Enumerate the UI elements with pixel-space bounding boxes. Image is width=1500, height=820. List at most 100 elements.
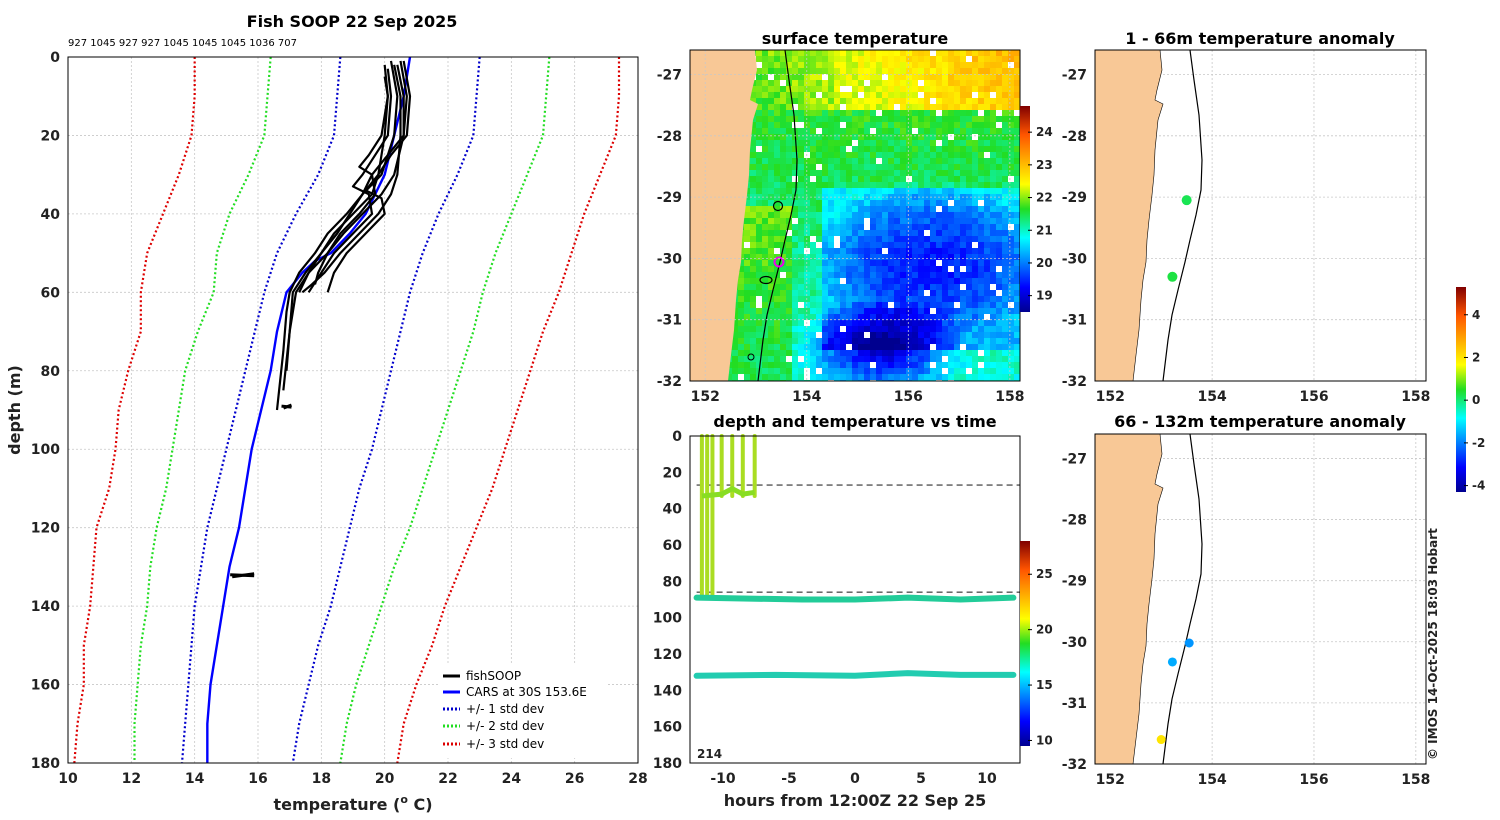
sst-cell xyxy=(954,80,961,87)
sst-cell xyxy=(990,164,997,171)
sst-cell xyxy=(972,290,979,297)
sst-cell xyxy=(882,308,889,315)
sst-cell xyxy=(948,326,955,333)
sst-cell xyxy=(822,56,829,63)
sst-cell xyxy=(996,80,1003,87)
sst-cell xyxy=(978,374,985,381)
sst-cell xyxy=(828,332,835,339)
sst-cell xyxy=(846,344,853,351)
sst-cell xyxy=(756,338,763,345)
sst-cell xyxy=(822,320,829,327)
sst-cell xyxy=(894,308,901,315)
sst-cell xyxy=(936,296,943,303)
sst-cell xyxy=(798,140,805,147)
sst-cell xyxy=(876,188,883,195)
sst-cell xyxy=(900,242,907,249)
anomaly-shallow-xtick-label: 154 xyxy=(1198,389,1227,405)
sst-cell xyxy=(876,356,883,363)
sst-cell xyxy=(864,80,871,87)
sst-cell xyxy=(798,128,805,135)
sst-cell xyxy=(930,128,937,135)
sst-cell xyxy=(798,368,805,375)
sst-cell xyxy=(804,206,811,213)
sst-cell xyxy=(1002,194,1009,201)
sst-cell xyxy=(1008,302,1015,309)
sst-cell xyxy=(894,338,901,345)
sst-cell xyxy=(798,104,805,111)
sst-cell xyxy=(1014,104,1020,111)
sst-cell xyxy=(756,80,763,87)
sst-cell xyxy=(792,350,799,357)
sst-cell xyxy=(852,158,859,165)
sst-cell xyxy=(906,362,913,369)
sst-cell xyxy=(882,194,889,201)
sst-cell xyxy=(810,224,817,231)
sst-cell xyxy=(894,290,901,297)
sst-cell xyxy=(924,290,931,297)
sst-cell xyxy=(900,104,907,111)
sst-cell xyxy=(852,242,859,249)
sst-cell xyxy=(888,128,895,135)
sst-cell xyxy=(954,134,961,141)
sst-cell xyxy=(888,362,895,369)
depth-time-xtick-label: 10 xyxy=(977,771,997,787)
sst-cell xyxy=(888,182,895,189)
sst-cell xyxy=(744,206,751,213)
sst-cell xyxy=(816,260,823,267)
sst-cell xyxy=(912,128,919,135)
sst-cell xyxy=(780,164,787,171)
sst-cell xyxy=(798,74,805,81)
sst-cell xyxy=(912,302,919,309)
sst-cell xyxy=(966,350,973,357)
sst-cell xyxy=(924,68,931,75)
sst-cell xyxy=(798,290,805,297)
sst-cell xyxy=(852,182,859,189)
sst-cell xyxy=(798,374,805,381)
sst-cell xyxy=(750,332,757,339)
sst-cell xyxy=(912,218,919,225)
sst-cell xyxy=(1014,362,1020,369)
sst-cell xyxy=(948,92,955,99)
sst-cell xyxy=(966,80,973,87)
sst-cell xyxy=(828,128,835,135)
sst-cell xyxy=(942,146,949,153)
sst-cell xyxy=(1014,296,1020,303)
sst-cell xyxy=(984,86,991,93)
sst-cell xyxy=(858,212,865,219)
sst-cell xyxy=(846,350,853,357)
sst-cell xyxy=(846,110,853,117)
sst-cell xyxy=(846,308,853,315)
sst-cell xyxy=(900,230,907,237)
anomaly-deep-panel: 66 - 132m temperature anomaly 152 154 156 1… xyxy=(1062,287,1485,788)
sst-cell xyxy=(1002,344,1009,351)
sst-cell xyxy=(810,260,817,267)
sst-cell xyxy=(936,254,943,261)
sst-cell xyxy=(858,116,865,123)
sst-cell xyxy=(960,98,967,105)
sst-cell xyxy=(816,116,823,123)
sst-cell xyxy=(918,134,925,141)
anomaly-deep-ytick-label: -31 xyxy=(1062,696,1087,712)
sst-cell xyxy=(888,368,895,375)
depth-time-annotation: 214 xyxy=(697,747,722,761)
sst-cell xyxy=(744,368,751,375)
sst-cell xyxy=(828,92,835,99)
sst-cell xyxy=(744,344,751,351)
sst-cell xyxy=(894,182,901,189)
sst-cell xyxy=(954,56,961,63)
sst-cell xyxy=(996,116,1003,123)
sst-cell xyxy=(978,68,985,75)
sst-cell xyxy=(894,176,901,183)
sst-cell xyxy=(972,308,979,315)
sst-cell xyxy=(960,254,967,261)
sst-cell xyxy=(1014,56,1020,63)
sst-cell xyxy=(888,356,895,363)
sst-cell xyxy=(756,290,763,297)
sst-cell xyxy=(984,140,991,147)
sst-cell xyxy=(1002,302,1009,309)
sst-cell xyxy=(834,182,841,189)
sst-cell xyxy=(774,92,781,99)
depth-time-ytick-label: 160 xyxy=(653,720,682,736)
sst-cell xyxy=(936,374,943,381)
sst-cell xyxy=(906,128,913,135)
